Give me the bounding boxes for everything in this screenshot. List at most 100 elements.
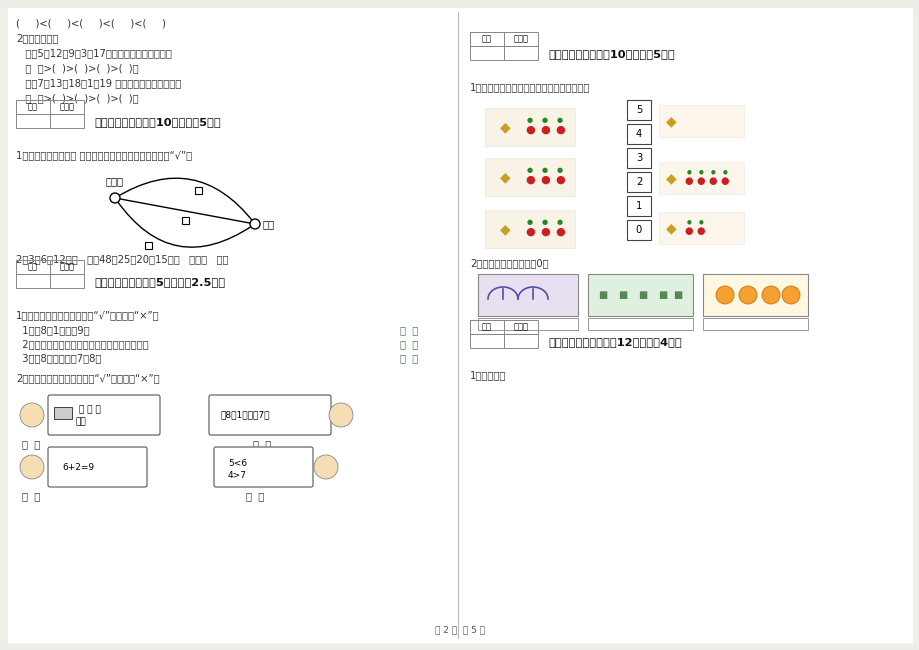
Bar <box>504 46 538 60</box>
Bar <box>702 318 807 330</box>
Text: 1、下面的说法对吗？对的打“√”，错的打“×”。: 1、下面的说法对吗？对的打“√”，错的打“×”。 <box>16 310 160 320</box>
Text: ●: ● <box>696 176 705 186</box>
FancyBboxPatch shape <box>48 395 160 435</box>
Text: 1、数一数，连一连（每只蝠蝶有几朵花）。: 1、数一数，连一连（每只蝠蝶有几朵花）。 <box>470 82 590 92</box>
Text: 第 2 页  共 5 页: 第 2 页 共 5 页 <box>435 625 484 634</box>
Bar <box>16 114 50 128</box>
Text: ●: ● <box>527 219 532 225</box>
Bar <box>470 32 504 46</box>
Text: 得分: 得分 <box>482 322 492 332</box>
Bar <box>627 100 651 120</box>
Text: 4>7: 4>7 <box>228 471 246 480</box>
Text: ●: ● <box>527 167 532 173</box>
Bar <box>16 100 84 114</box>
Bar <box>16 260 50 274</box>
Text: 5: 5 <box>635 105 641 115</box>
Text: ◆: ◆ <box>665 221 675 235</box>
Text: ◆: ◆ <box>499 222 510 236</box>
Text: 得分: 得分 <box>28 103 38 112</box>
Text: 1: 1 <box>635 201 641 211</box>
Bar <box>470 320 504 334</box>
Text: ●: ● <box>539 175 550 185</box>
Bar <box>627 124 651 144</box>
Circle shape <box>313 455 337 479</box>
Text: 形。: 形。 <box>76 417 86 426</box>
Bar <box>50 274 84 288</box>
Circle shape <box>250 219 260 229</box>
Bar <box>627 172 651 192</box>
Text: ●: ● <box>539 125 550 135</box>
Text: ◆: ◆ <box>665 171 675 185</box>
Text: 是 长 方: 是 长 方 <box>76 406 101 415</box>
Bar <box>587 318 692 330</box>
Text: ■: ■ <box>638 290 647 300</box>
Text: ●: ● <box>556 219 562 225</box>
Text: 请把5、12、9、3、17按从大到小的顺序排列：: 请把5、12、9、3、17按从大到小的顺序排列： <box>16 48 172 58</box>
Bar <box>484 158 574 196</box>
Text: ●: ● <box>539 227 550 237</box>
Text: ●: ● <box>698 220 703 224</box>
Text: 1、画一画。: 1、画一画。 <box>470 370 505 380</box>
Bar <box>484 210 574 248</box>
Bar <box>627 196 651 216</box>
Bar <box>478 274 577 316</box>
Text: 小明家: 小明家 <box>106 176 124 186</box>
Text: ■: ■ <box>597 290 607 300</box>
Text: （  ）: （ ） <box>400 339 418 349</box>
Bar <box>54 407 72 419</box>
Text: 得分: 得分 <box>482 34 492 44</box>
Bar <box>182 217 188 224</box>
Circle shape <box>20 403 44 427</box>
Text: ●: ● <box>721 170 727 174</box>
Bar <box>587 274 692 316</box>
Text: 2: 2 <box>635 177 641 187</box>
Text: ●: ● <box>684 226 693 236</box>
Bar <box>470 320 538 334</box>
Circle shape <box>20 455 44 479</box>
Text: 1、小明家到学校有（ ）种走法，哪种最近，请在口里面“√”。: 1、小明家到学校有（ ）种走法，哪种最近，请在口里面“√”。 <box>16 150 192 160</box>
Bar <box>16 260 84 274</box>
Bar <box>145 242 152 249</box>
Text: 2、数一数，面相对应的0。: 2、数一数，面相对应的0。 <box>470 258 548 268</box>
Text: ●: ● <box>709 170 715 174</box>
Bar <box>658 105 743 137</box>
Text: ●: ● <box>698 170 703 174</box>
Bar <box>658 162 743 194</box>
Text: （  ）: （ ） <box>400 353 418 363</box>
Text: ●: ● <box>686 220 690 224</box>
Text: ●: ● <box>556 167 562 173</box>
Bar <box>16 100 50 114</box>
Circle shape <box>781 286 800 304</box>
Bar <box>50 114 84 128</box>
Text: ■: ■ <box>673 290 682 300</box>
Text: ●: ● <box>525 125 534 135</box>
Text: 得分: 得分 <box>28 263 38 272</box>
Text: 五、对与错（本题共5分，每题2.5分）: 五、对与错（本题共5分，每题2.5分） <box>94 277 225 287</box>
Circle shape <box>715 286 733 304</box>
Text: ●: ● <box>720 176 729 186</box>
Text: （  ）: （ ） <box>253 439 271 449</box>
Bar <box>470 32 538 46</box>
Text: （  ）: （ ） <box>22 439 40 449</box>
Text: 请把7、13、18、1、19 按从大到小的顺序排列：: 请把7、13、18、1、19 按从大到小的顺序排列： <box>16 78 181 88</box>
Text: ●: ● <box>541 219 548 225</box>
Text: ●: ● <box>684 176 693 186</box>
Circle shape <box>761 286 779 304</box>
Bar <box>470 334 504 348</box>
FancyBboxPatch shape <box>48 447 147 487</box>
Text: 4: 4 <box>635 129 641 139</box>
Text: 6+2=9: 6+2=9 <box>62 463 94 471</box>
Text: ■: ■ <box>658 290 667 300</box>
Text: (     )<(     )<(     )<(     )<(     ): ( )<( )<( )<( )<( ) <box>16 18 165 28</box>
Bar <box>627 148 651 168</box>
Bar <box>478 318 577 330</box>
Text: （  ）>(  )>(  )>(  )>(  )。: （ ）>( )>( )>( )>( )。 <box>16 63 139 73</box>
Bar <box>658 212 743 244</box>
Circle shape <box>738 286 756 304</box>
Text: 评卷人: 评卷人 <box>513 322 528 332</box>
Text: ●: ● <box>708 176 717 186</box>
Text: 0: 0 <box>635 225 641 235</box>
Circle shape <box>110 193 119 203</box>
Text: ●: ● <box>541 167 548 173</box>
Text: ■: ■ <box>618 290 627 300</box>
